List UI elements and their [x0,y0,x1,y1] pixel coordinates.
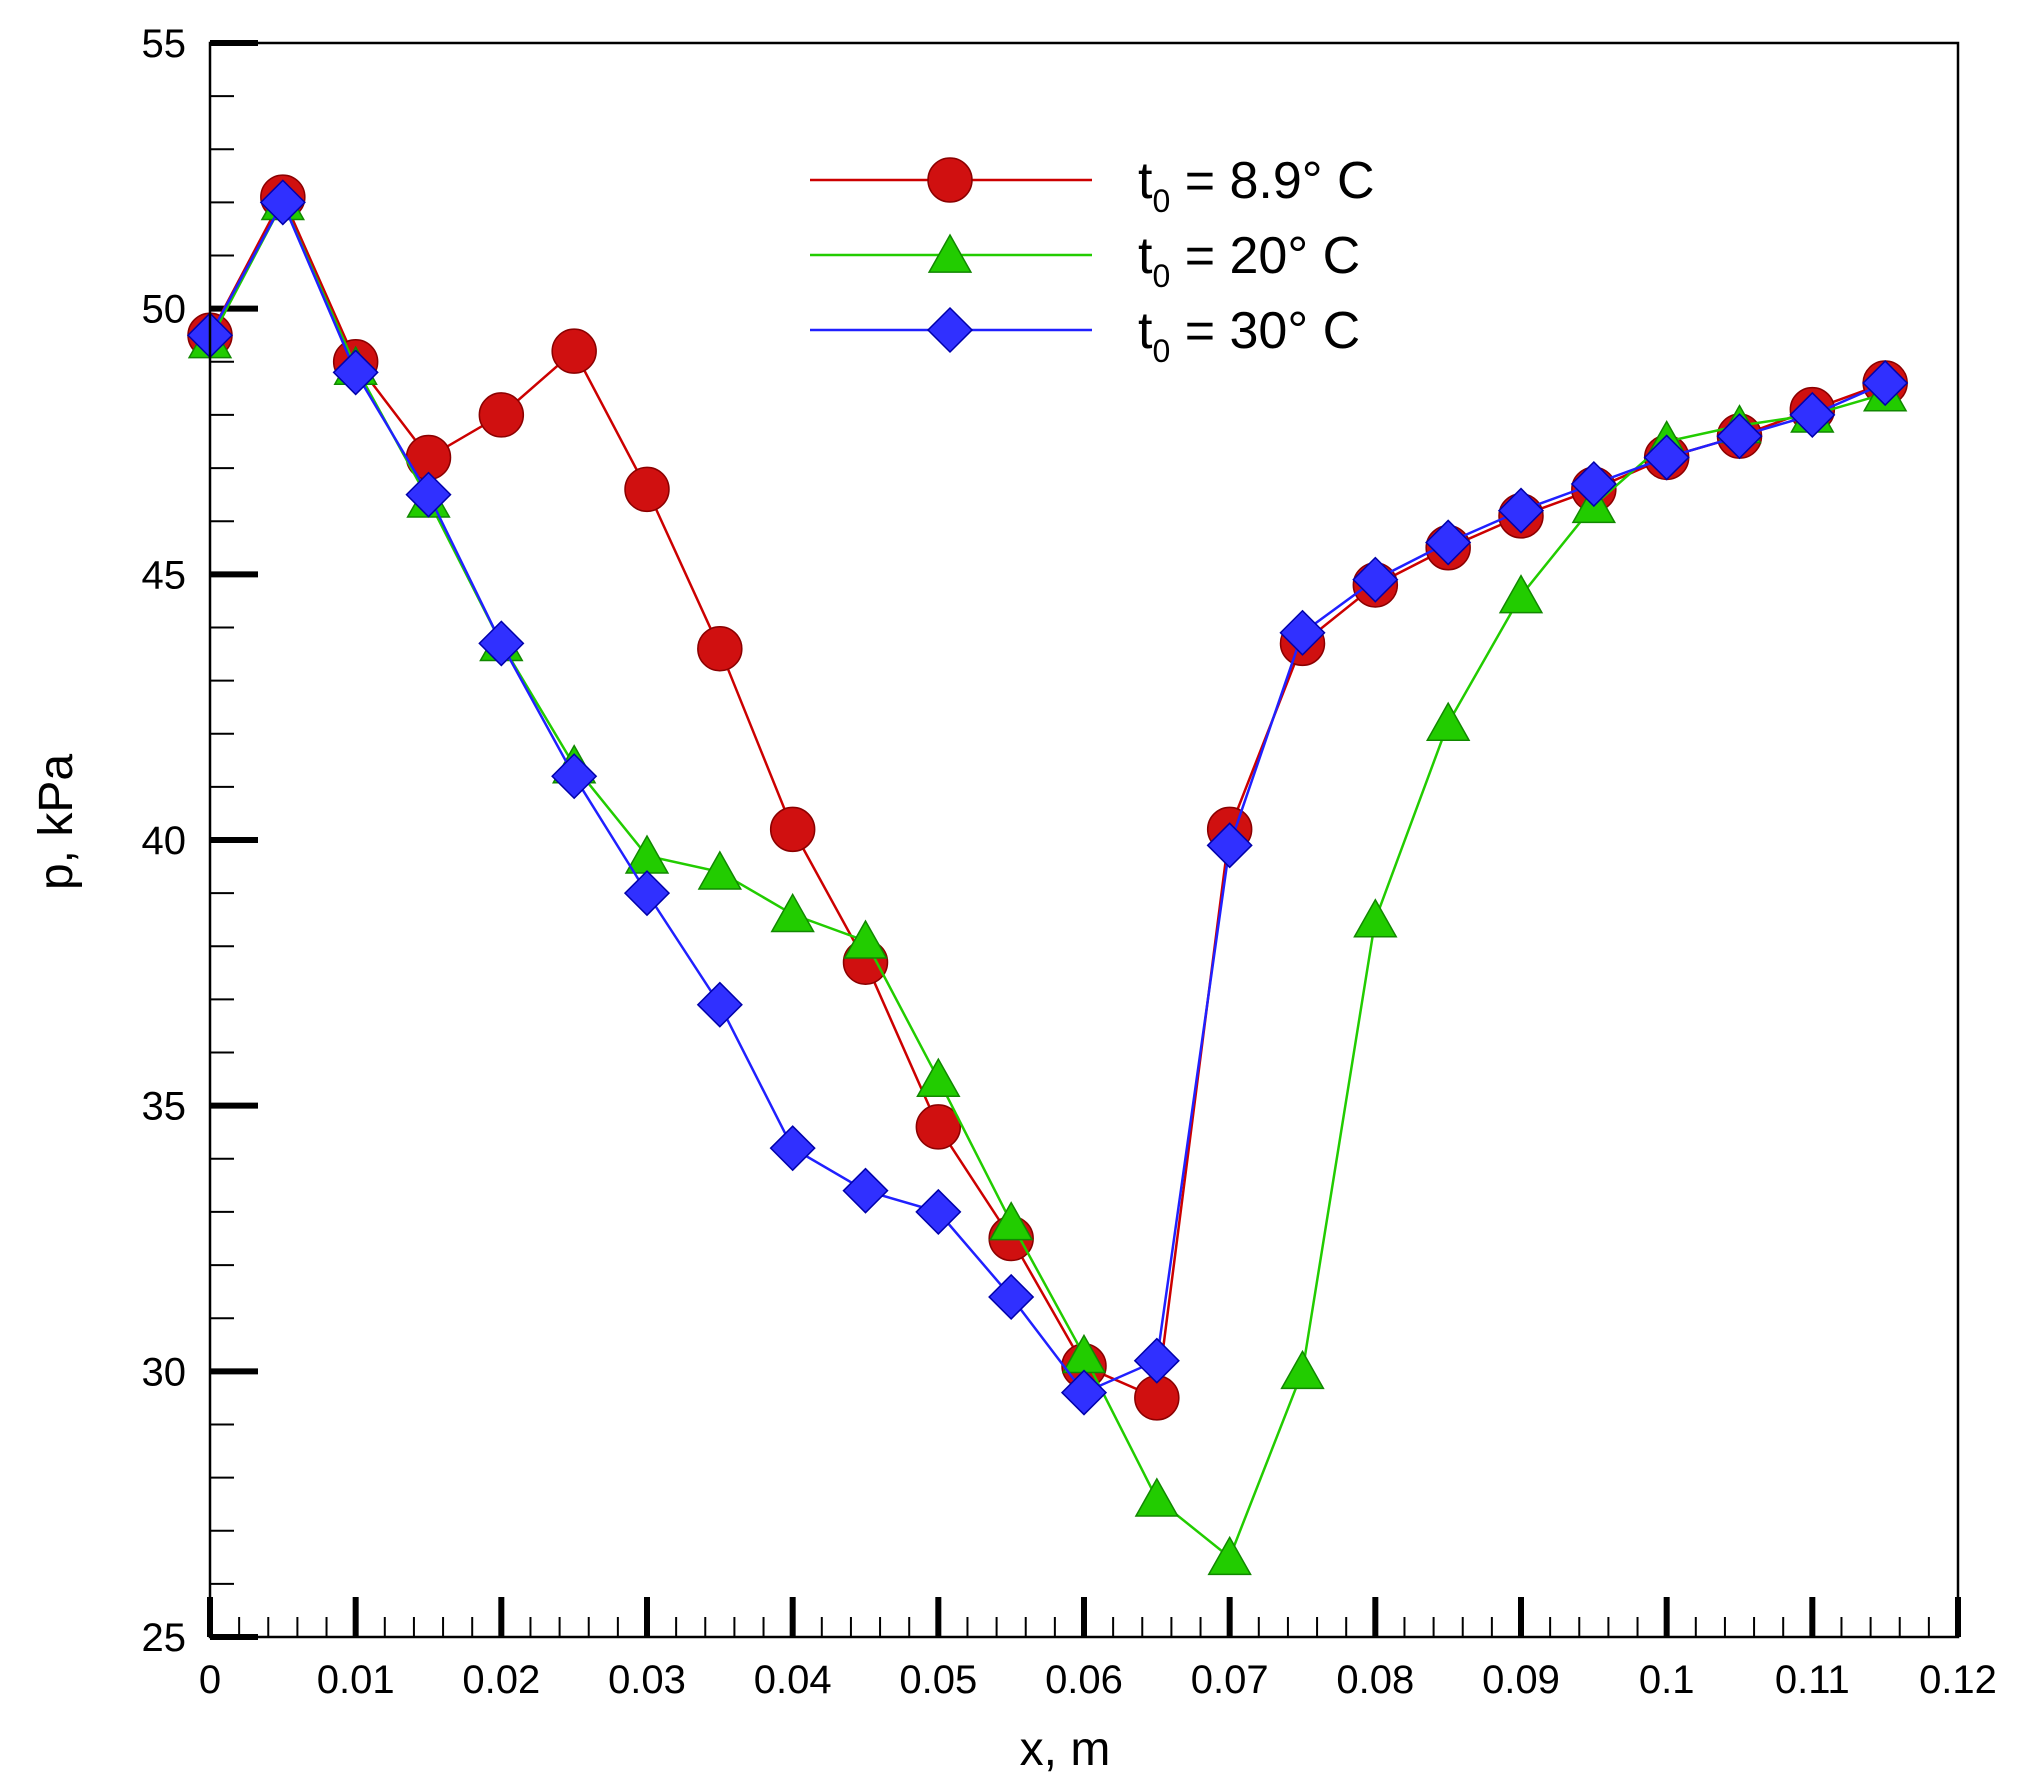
series-30c-point [988,1273,1035,1321]
legend-label-subscript: 0 [1152,258,1170,294]
series-30c-point [1716,413,1763,460]
legend-marker-series-30c [926,306,974,354]
x-tick-label: 0.01 [317,1658,395,1702]
data-series [186,174,1909,1576]
x-tick-label: 0.04 [754,1658,832,1702]
series-30c-point [696,981,743,1028]
x-tick-label: 0.07 [1191,1658,1269,1702]
y-tick-label: 35 [142,1085,187,1129]
legend-label-main: t [1138,302,1153,360]
legend-label-series-30c: t0 = 30° C [1138,302,1360,369]
series-20c-point [1498,574,1544,614]
series-30c-point [478,620,525,667]
series-20c-point [1207,1535,1252,1576]
series-20c-point [1134,1477,1180,1517]
series-30c-point [551,753,598,800]
x-tick-label: 0.12 [1919,1658,1997,1702]
series-30c-point [1133,1337,1180,1384]
x-tick-label: 0.05 [899,1658,977,1702]
series-20c-point [988,1201,1034,1241]
series-30c-point [1570,460,1617,508]
x-axis-label: x, m [1020,1723,1111,1776]
legend-label-main: t [1138,227,1153,285]
series-30c-point [623,870,671,917]
legend-label-rest: = 20° C [1170,227,1360,285]
legend: t0 = 8.9° Ct0 = 20° Ct0 = 30° C [810,152,1375,369]
y-tick-label: 45 [142,553,187,597]
series-30c-point [1789,391,1836,438]
series-30c-point [332,349,379,396]
legend-marker-series-8-9c [927,157,973,203]
y-axis-label: p, kPa [30,754,83,890]
legend-label-series-8-9c: t0 = 8.9° C [1138,152,1375,219]
series-30c-point [1862,359,1909,407]
y-tick-label: 25 [142,1616,187,1660]
x-tick-label: 0.02 [462,1658,540,1702]
legend-label-main: t [1138,152,1153,210]
x-tick-label: 0.08 [1336,1658,1414,1702]
series-20c-point [697,850,743,890]
series-20c-point [916,1057,961,1097]
series-30c-point [405,471,452,518]
legend-label-subscript: 0 [1152,333,1170,369]
series-8-9c-point [769,806,816,853]
series-30c-point [1643,434,1690,481]
series-20c-point [1280,1349,1325,1390]
series-8-9c-point [915,1104,962,1150]
series-8-9c-point [478,392,525,438]
series-30c-point [259,179,306,226]
y-tick-label: 30 [142,1350,187,1394]
series-20c-point [843,919,888,959]
plot-frame [208,41,1960,1639]
legend-marker-series-20c [927,233,973,273]
series-30c-point [1206,822,1253,869]
series-30c-point [769,1125,816,1172]
x-tick-label: 0.03 [608,1658,686,1702]
legend-label-subscript: 0 [1152,183,1170,219]
series-30c-point [842,1167,889,1214]
series-20c-point [1353,898,1398,938]
series-8-9c-point [551,328,597,374]
x-tick-label: 0 [199,1658,221,1702]
x-tick-label: 0.11 [1775,1658,1850,1702]
y-tick-label: 50 [142,288,187,332]
series-20c-point [1425,701,1471,741]
series-8-9c-point [624,466,670,513]
series-30c-point [1425,519,1472,566]
y-tick-label: 40 [142,819,187,863]
x-tick-label: 0.06 [1045,1658,1123,1702]
series-30c-group [186,179,1909,1416]
y-tick-label: 55 [142,22,187,66]
series-30c-point [915,1188,962,1235]
legend-label-series-20c: t0 = 20° C [1138,227,1360,294]
legend-label-rest: = 30° C [1170,302,1360,360]
series-20c-point [770,892,815,933]
x-tick-label: 0.09 [1482,1658,1560,1702]
series-30c-point [1497,487,1545,534]
series-30c-point [1352,556,1399,603]
tick-labels: 0 0.01 0.02 0.03 0.04 0.05 0.06 0.07 0.08 0.09 0.1… [142,22,1997,1702]
x-tick-label: 0.1 [1639,1658,1695,1702]
series-8-9c-point [697,625,743,672]
legend-label-rest: = 8.9° C [1170,152,1374,210]
series-30c-point [1060,1369,1108,1416]
series-30c-point [1279,609,1326,656]
